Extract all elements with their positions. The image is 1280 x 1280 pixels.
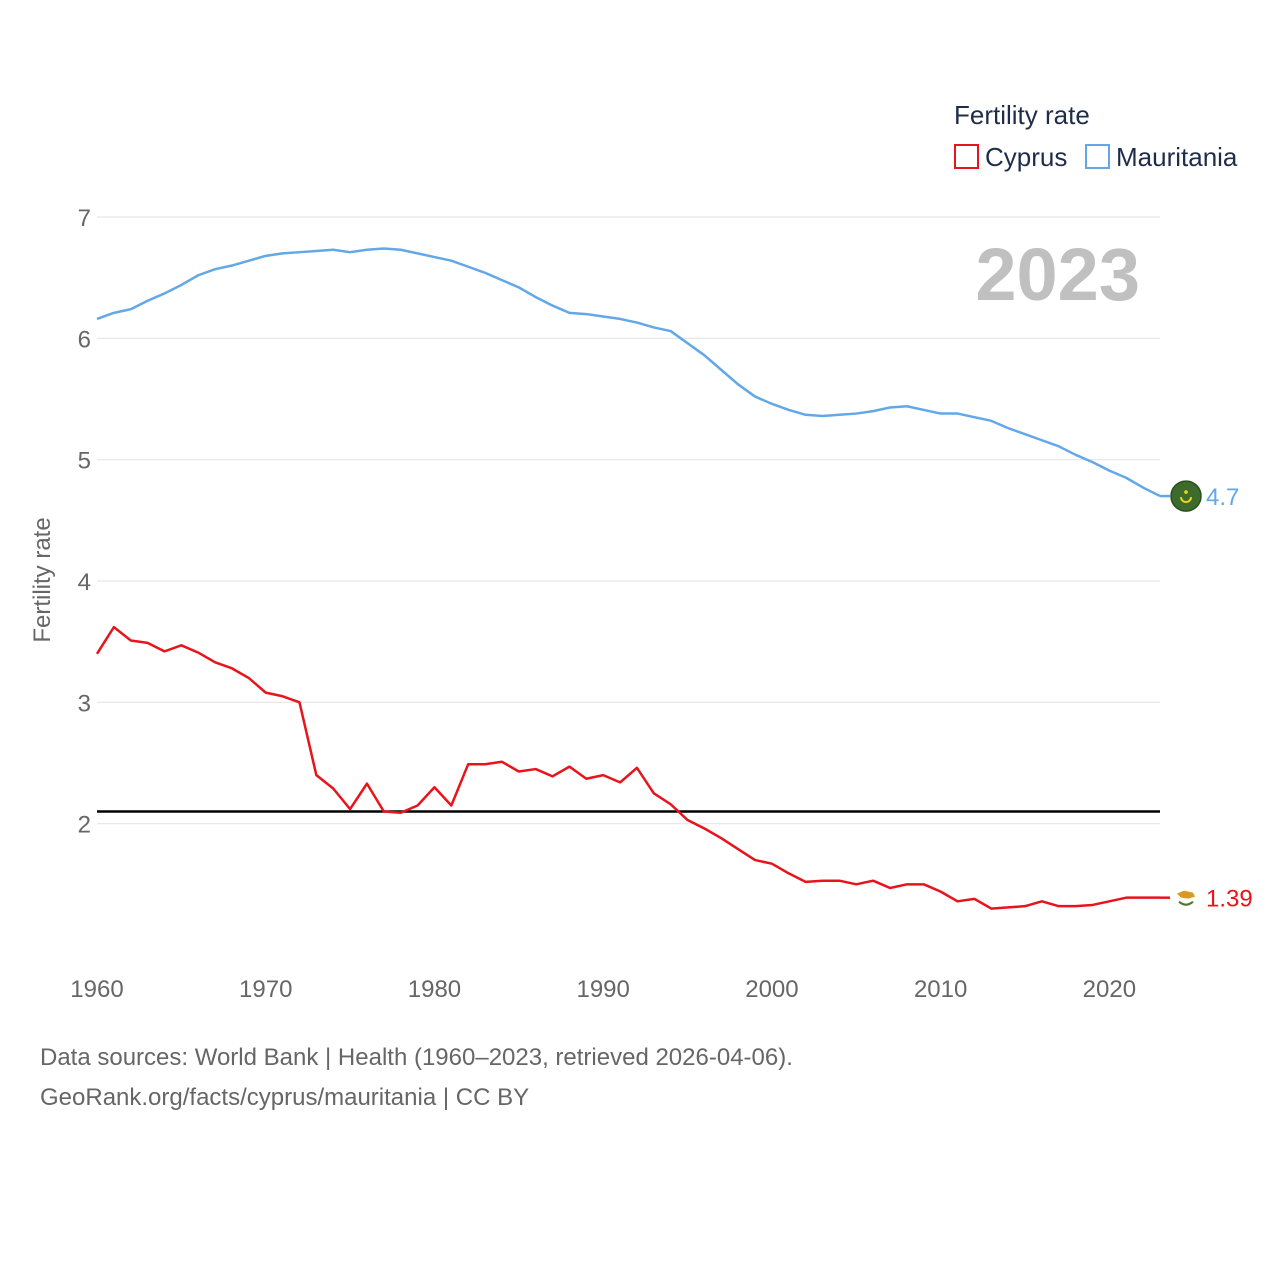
series-line-cyprus [95, 625, 1160, 910]
legend-swatch-mauritania [1085, 144, 1110, 169]
end-value-label-cyprus: 1.39 [1206, 886, 1253, 913]
footer-link[interactable]: GeoRank.org/facts/cyprus/mauritania | CC… [40, 1084, 530, 1111]
y-axis-ticks: 2 3 4 5 6 7 [78, 205, 91, 839]
legend-label-cyprus: Cyprus [985, 142, 1067, 172]
x-tick-label: 1990 [576, 976, 629, 1003]
gridlines [97, 216, 1160, 825]
x-tick-label: 1970 [239, 976, 292, 1003]
legend-item-cyprus[interactable]: Cyprus [954, 142, 1067, 172]
legend-item-mauritania[interactable]: Mauritania [1085, 142, 1238, 172]
end-markers: 1.39 4.7 [1160, 480, 1253, 913]
series-lines [95, 247, 1161, 910]
x-tick-label: 2000 [745, 976, 798, 1003]
x-tick-label: 2010 [914, 976, 967, 1003]
legend-title: Fertility rate [954, 100, 1090, 130]
y-tick-label: 5 [78, 448, 91, 475]
y-tick-label: 4 [78, 569, 91, 596]
y-axis-title: Fertility rate [29, 517, 56, 642]
x-tick-label: 2020 [1083, 976, 1136, 1003]
x-tick-label: 1960 [70, 976, 123, 1003]
series-line-mauritania [96, 247, 1161, 498]
legend-swatch-cyprus [954, 144, 979, 169]
y-tick-label: 6 [78, 326, 91, 353]
year-label: 2023 [975, 233, 1140, 316]
x-tick-label: 1980 [408, 976, 461, 1003]
y-tick-label: 3 [78, 690, 91, 717]
mauritania-flag-icon [1170, 480, 1202, 512]
x-axis-ticks: 1960 1970 1980 1990 2000 2010 2020 [70, 976, 1136, 1003]
y-tick-label: 2 [78, 812, 91, 839]
legend[interactable]: Fertility rate Cyprus Mauritania [954, 100, 1238, 172]
legend-label-mauritania: Mauritania [1116, 142, 1238, 172]
footer-source: Data sources: World Bank | Health (1960–… [40, 1044, 793, 1071]
y-tick-label: 7 [78, 205, 91, 232]
cyprus-flag-icon [1171, 882, 1201, 913]
end-value-label-mauritania: 4.7 [1206, 484, 1239, 511]
